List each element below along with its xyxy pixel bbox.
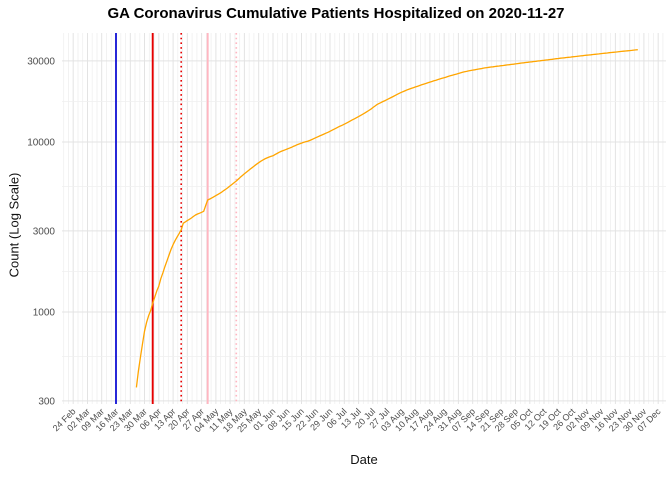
y-tick-label: 10000 xyxy=(27,138,55,149)
chart-title: GA Coronavirus Cumulative Patients Hospi… xyxy=(107,5,565,22)
y-tick-label: 1000 xyxy=(33,308,56,319)
y-tick-label: 300 xyxy=(38,396,55,407)
x-axis-title: Date xyxy=(350,452,378,467)
y-axis-title: Count (Log Scale) xyxy=(6,172,22,278)
series-line-cumulative-patients-hospitalized xyxy=(135,49,638,388)
y-tick-label: 3000 xyxy=(33,226,56,237)
y-tick-label: 30000 xyxy=(27,56,55,67)
